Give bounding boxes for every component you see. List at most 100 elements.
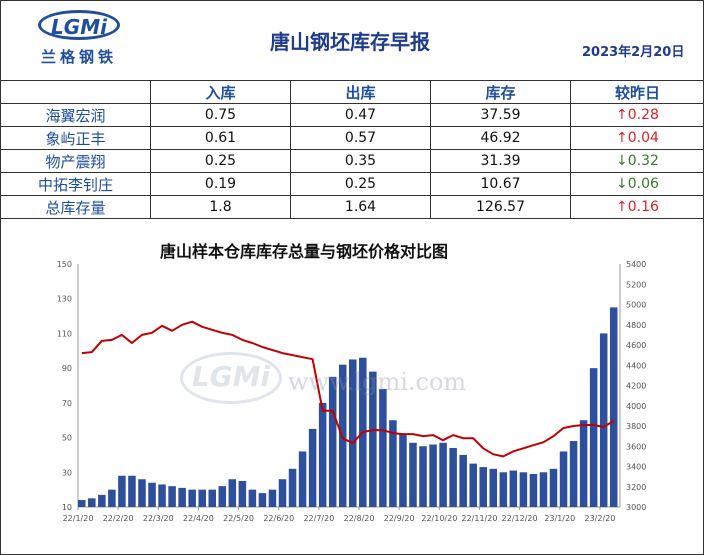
x-tick-label: 22/3/20 [143, 514, 174, 523]
stock-value: 46.92 [430, 126, 571, 150]
table-row: 象屿正丰 0.61 0.57 46.92 ↑0.04 [0, 126, 704, 150]
inventory-bar [188, 489, 196, 507]
inventory-bar [108, 489, 116, 507]
inventory-bar [318, 402, 327, 507]
header-cell: 出库 [290, 80, 431, 104]
logo-chinese-name: 兰格钢铁 [40, 48, 117, 66]
company-logo: LGMi 兰格钢铁 [34, 10, 124, 66]
report-title: 唐山钢坯库存早报 [270, 30, 430, 54]
right-tick-label: 3600 [626, 442, 646, 451]
right-tick-label: 5400 [626, 260, 646, 269]
inventory-bar [178, 487, 186, 507]
warehouse-name: 总库存量 [0, 195, 151, 219]
inventory-bar [238, 480, 247, 507]
inventory-bar [549, 468, 558, 507]
stock-value: 37.59 [430, 103, 571, 127]
inventory-bar [218, 486, 227, 507]
header-cell: 库存 [430, 80, 571, 104]
right-tick-label: 3200 [626, 483, 646, 492]
inventory-bar [379, 388, 387, 507]
inventory-bar [529, 474, 538, 507]
left-tick-label: 30 [62, 468, 72, 477]
inventory-bar [419, 446, 427, 507]
inventory-bar [88, 498, 96, 507]
inventory-bar [98, 494, 106, 507]
right-tick-label: 4400 [626, 361, 646, 370]
table-row: 中拓李钊庄 0.19 0.25 10.67 ↓0.06 [0, 172, 704, 196]
stock-value: 10.67 [430, 172, 571, 196]
x-tick-label: 23/1/20 [544, 514, 575, 523]
header-cell [0, 80, 151, 104]
inventory-bar [349, 359, 357, 507]
inventory-bar [489, 468, 498, 507]
outbound-value: 0.47 [290, 103, 431, 127]
x-tick-label: 22/8/20 [344, 514, 375, 523]
outbound-value: 1.64 [290, 195, 431, 219]
inventory-bar [469, 463, 477, 507]
left-tick-label: 130 [57, 295, 72, 304]
inventory-bar [519, 472, 528, 507]
inventory-bar [198, 489, 206, 507]
right-tick-label: 4800 [626, 321, 646, 330]
inventory-bar [268, 489, 277, 507]
change-value: ↓0.06 [570, 172, 704, 196]
inventory-bar [449, 447, 457, 507]
table-row: 物产震翔 0.25 0.35 31.39 ↓0.32 [0, 149, 704, 173]
inventory-bar [459, 454, 467, 507]
right-tick-label: 3800 [626, 422, 646, 431]
watermark: LGMi www.lgmi.com [180, 352, 466, 404]
report-date: 2023年2月20日 [582, 45, 685, 60]
inbound-value: 0.75 [150, 103, 291, 127]
inventory-bar [389, 420, 397, 507]
left-tick-label: 10 [62, 503, 72, 512]
left-tick-label: 50 [62, 434, 72, 443]
inventory-bar [158, 484, 166, 507]
stock-value: 31.39 [430, 149, 571, 173]
inventory-bar [208, 489, 217, 507]
warehouse-name: 海翼宏润 [0, 103, 151, 127]
watermark-url: www.lgmi.com [288, 367, 467, 396]
inventory-bar [168, 486, 176, 507]
outbound-value: 0.57 [290, 126, 431, 150]
inventory-bar [559, 451, 568, 507]
inbound-value: 0.61 [150, 126, 291, 150]
outbound-value: 0.35 [290, 149, 431, 173]
right-tick-label: 4600 [626, 341, 646, 350]
inventory-bar [589, 368, 598, 507]
inventory-bar [328, 376, 337, 507]
x-tick-label: 22/7/20 [303, 514, 334, 523]
inventory-bar [569, 441, 578, 507]
left-tick-label: 110 [57, 329, 72, 338]
inventory-bar [399, 434, 407, 507]
inventory-bar [439, 442, 447, 507]
warehouse-name: 物产震翔 [0, 149, 151, 173]
left-tick-label: 150 [57, 260, 72, 269]
change-value: ↑0.16 [570, 195, 704, 219]
x-tick-label: 22/1/20 [63, 514, 94, 523]
inventory-bar [409, 442, 417, 507]
inventory-bar [148, 482, 156, 507]
inbound-value: 0.19 [150, 172, 291, 196]
inbound-value: 0.25 [150, 149, 291, 173]
x-tick-label: 22/4/20 [183, 514, 214, 523]
x-tick-label: 22/2/20 [103, 514, 134, 523]
warehouse-name: 象屿正丰 [0, 126, 151, 150]
x-tick-label: 22/11/20 [462, 514, 498, 523]
table-row: 海翼宏润 0.75 0.47 37.59 ↑0.28 [0, 103, 704, 127]
left-tick-label: 70 [62, 399, 72, 408]
inventory-price-chart: 10 30 50 70 90 110 130 150 3000 3200 3400 3600 3800 4… [57, 260, 647, 523]
inventory-bar [118, 475, 126, 507]
change-value: ↑0.28 [570, 103, 704, 127]
x-tick-label: 23/2/20 [585, 514, 616, 523]
x-tick-label: 22/6/20 [263, 514, 294, 523]
stock-value: 126.57 [430, 195, 571, 219]
inventory-bar [78, 500, 86, 507]
right-tick-label: 5000 [626, 301, 646, 310]
left-tick-label: 90 [62, 364, 72, 373]
change-value: ↓0.32 [570, 149, 704, 173]
inventory-bar [228, 479, 237, 507]
table-header-row: 入库 出库 库存 较昨日 [0, 80, 704, 104]
right-tick-label: 3400 [626, 463, 646, 472]
inventory-bar [599, 333, 608, 507]
x-tick-label: 22/10/20 [421, 514, 457, 523]
